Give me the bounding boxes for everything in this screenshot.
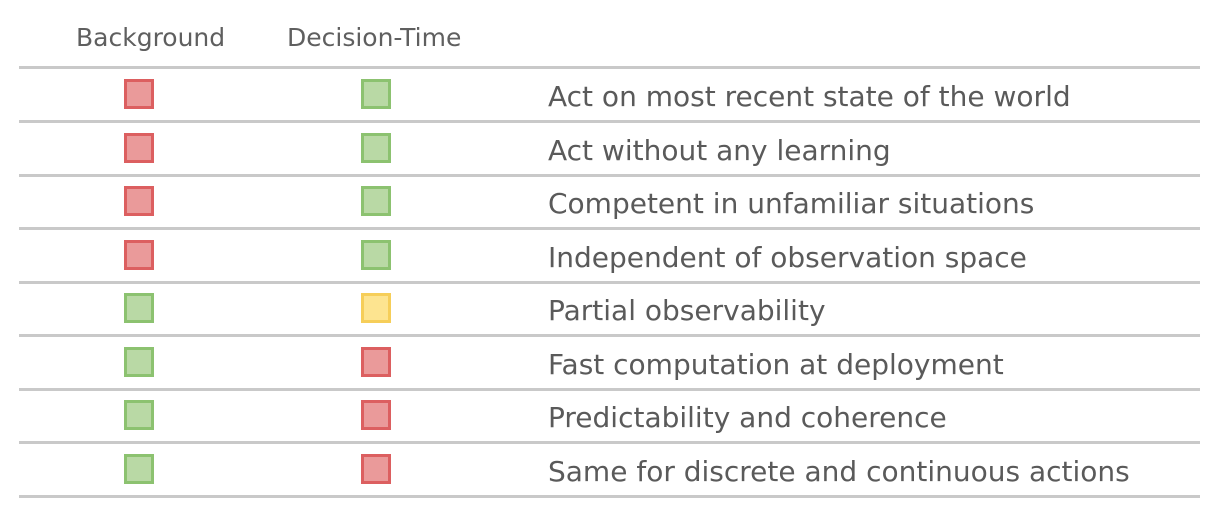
row-label: Act on most recent state of the world [548, 80, 1071, 113]
table-row: Fast computation at deployment [19, 337, 1200, 391]
table-row: Partial observability [19, 283, 1200, 337]
decision-time-status-square [361, 186, 391, 216]
background-status-square [124, 133, 154, 163]
table-row: Independent of observation space [19, 230, 1200, 284]
background-status-square [124, 454, 154, 484]
table-row: Act on most recent state of the world [19, 69, 1200, 123]
decision-time-status-square [361, 347, 391, 377]
background-status-square [124, 400, 154, 430]
row-label: Competent in unfamiliar situations [548, 187, 1035, 220]
row-label: Independent of observation space [548, 241, 1027, 274]
row-divider [19, 441, 1200, 444]
decision-time-status-square [361, 79, 391, 109]
decision-time-status-square [361, 240, 391, 270]
decision-time-status-square [361, 133, 391, 163]
table-row: Predictability and coherence [19, 390, 1200, 444]
table-row: Act without any learning [19, 123, 1200, 177]
decision-time-status-square [361, 400, 391, 430]
background-status-square [124, 347, 154, 377]
background-status-square [124, 240, 154, 270]
background-status-square [124, 186, 154, 216]
background-status-square [124, 79, 154, 109]
table-row: Competent in unfamiliar situations [19, 176, 1200, 230]
row-divider [19, 281, 1200, 284]
header-divider [19, 66, 1200, 69]
row-divider [19, 495, 1200, 498]
row-label: Predictability and coherence [548, 401, 947, 434]
column-header-decision-time: Decision-Time [287, 23, 462, 52]
background-status-square [124, 293, 154, 323]
column-header-background: Background [76, 23, 226, 52]
row-label: Same for discrete and continuous actions [548, 455, 1130, 488]
decision-time-status-square [361, 454, 391, 484]
decision-time-status-square [361, 293, 391, 323]
row-divider [19, 227, 1200, 230]
row-label: Fast computation at deployment [548, 348, 1004, 381]
row-label: Partial observability [548, 294, 826, 327]
row-divider [19, 174, 1200, 177]
row-label: Act without any learning [548, 134, 891, 167]
row-divider [19, 334, 1200, 337]
table-header: Background Decision-Time [0, 20, 1216, 56]
row-divider [19, 120, 1200, 123]
row-divider [19, 388, 1200, 391]
table-row: Same for discrete and continuous actions [19, 444, 1200, 498]
